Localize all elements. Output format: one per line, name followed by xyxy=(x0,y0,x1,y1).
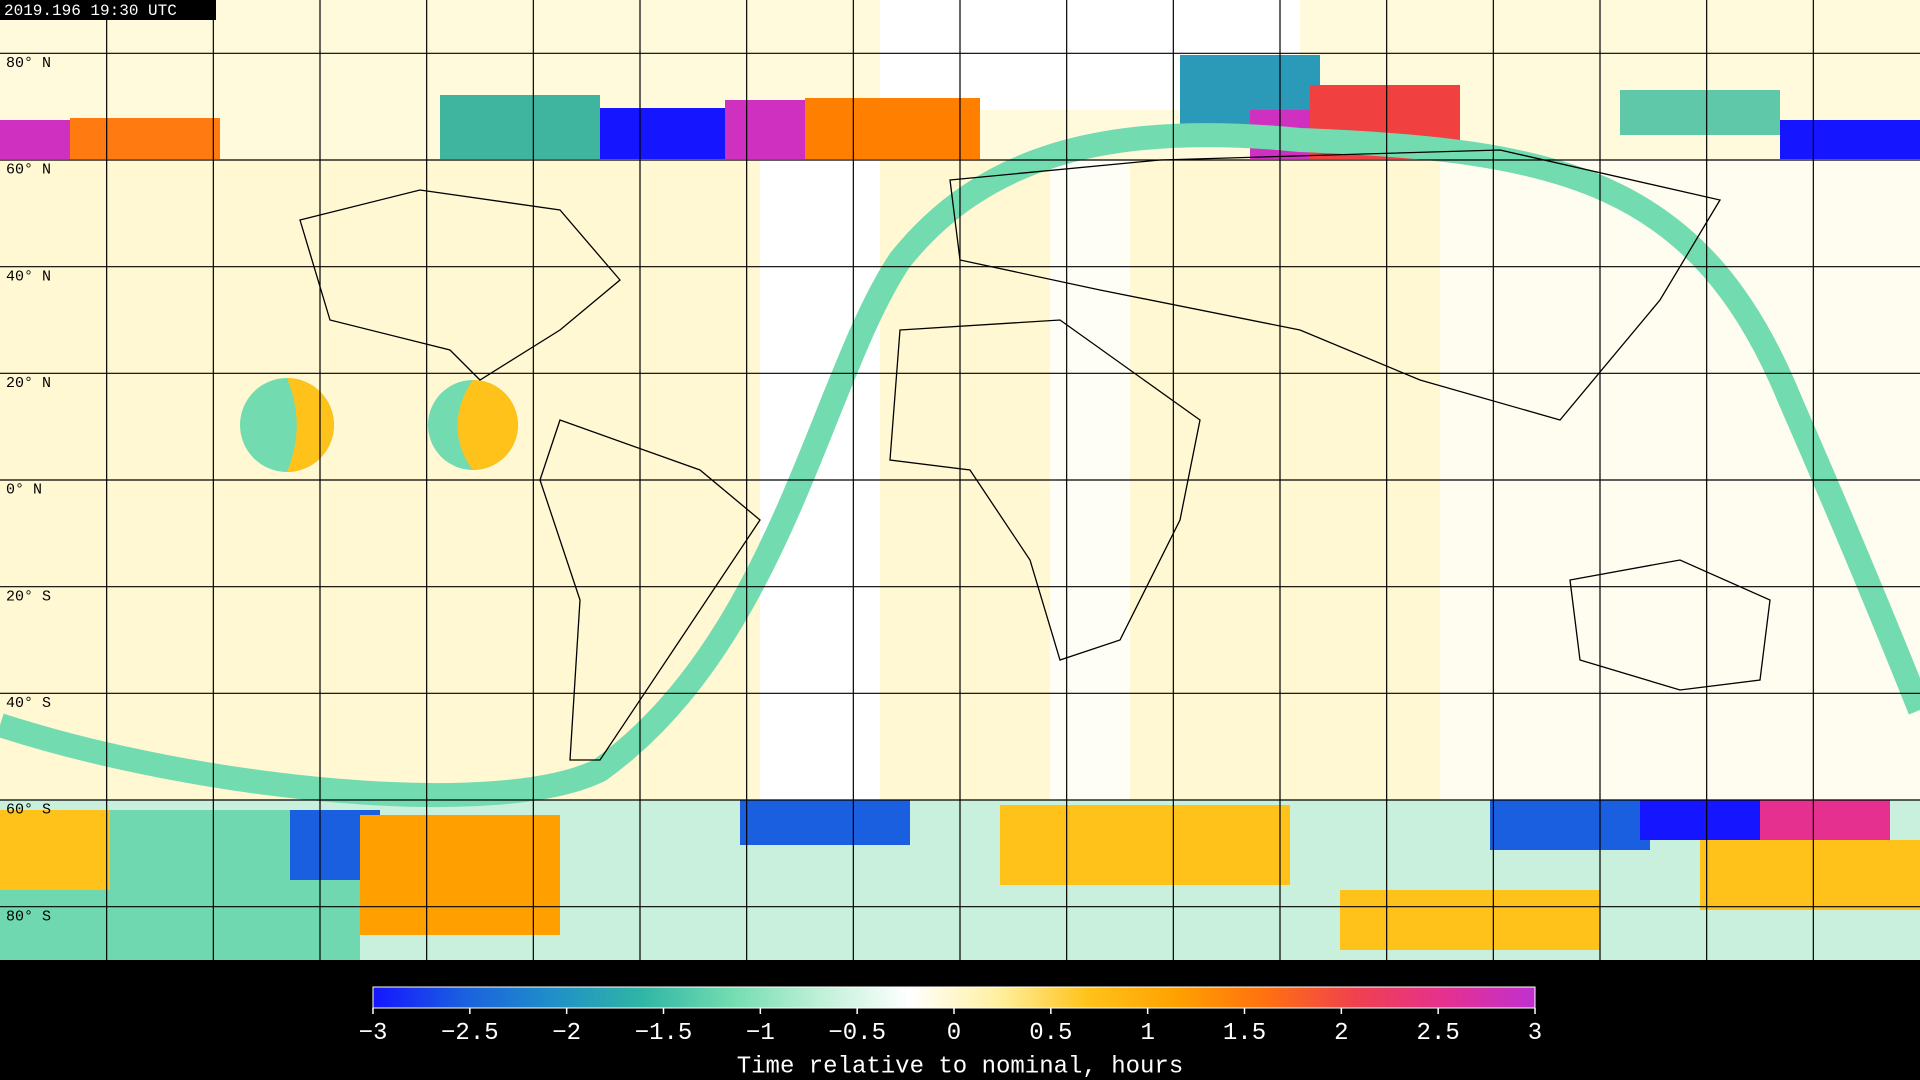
colorbar-tick-label: 2.5 xyxy=(1417,1020,1460,1047)
lat-label: 60° N xyxy=(6,162,51,179)
eclipse-marker xyxy=(457,380,518,470)
lat-label: 80° S xyxy=(6,908,51,925)
swath xyxy=(740,800,910,845)
colorbar-tick-label: −1 xyxy=(746,1020,775,1047)
footer xyxy=(0,960,1920,1080)
colorbar-tick-label: −3 xyxy=(359,1020,388,1047)
colorbar-gradient xyxy=(372,986,1536,1009)
colorbar-tick-label: −1.5 xyxy=(635,1020,693,1047)
colorbar-tick-label: −2.5 xyxy=(441,1020,499,1047)
swath xyxy=(600,108,725,159)
swath xyxy=(1340,890,1600,950)
swath xyxy=(440,95,600,159)
swath xyxy=(360,815,560,935)
swath xyxy=(70,118,220,159)
colorbar-tick-label: −0.5 xyxy=(828,1020,886,1047)
eclipse-marker xyxy=(287,378,334,472)
swath xyxy=(725,100,805,159)
colorbar-tick-label: 0.5 xyxy=(1029,1020,1072,1047)
lat-label: 20° N xyxy=(6,375,51,392)
swath xyxy=(1490,800,1650,850)
lat-label: 20° S xyxy=(6,588,51,605)
colorbar-tick-label: −2 xyxy=(552,1020,581,1047)
lat-label: 80° N xyxy=(6,55,51,72)
colorbar-tick-label: 2 xyxy=(1334,1020,1348,1047)
swath xyxy=(1760,800,1890,840)
colorbar: −3 −2.5 −2 −1.5 −1 −0.5 0 0.5 1 1.5 2 2.5 3 xyxy=(359,986,1542,1047)
graticule: 80° N 60° N 40° N 20° N 0° N 20° S 40° S 60° S 8… xyxy=(0,0,1920,979)
swath xyxy=(1780,120,1920,159)
colorbar-label: Time relative to nominal, hours xyxy=(737,1053,1183,1080)
colorbar-tick-label: 1 xyxy=(1140,1020,1154,1047)
timestamp: 2019.196 19:30 UTC xyxy=(4,2,177,20)
colorbar-tick-label: 0 xyxy=(947,1020,961,1047)
colorbar-tick-label: 3 xyxy=(1528,1020,1542,1047)
swath xyxy=(1700,840,1920,910)
swath xyxy=(0,120,70,159)
colorbar-tick-label: 1.5 xyxy=(1223,1020,1266,1047)
lat-label: 60° S xyxy=(6,802,51,819)
lat-label: 40° N xyxy=(6,268,51,285)
swath xyxy=(1000,805,1290,885)
lat-label: 0° N xyxy=(6,482,42,499)
lat-label: 40° S xyxy=(6,695,51,712)
swath xyxy=(805,98,980,159)
swath xyxy=(0,810,110,890)
timestamp-box xyxy=(0,0,216,20)
swath xyxy=(1620,90,1780,135)
